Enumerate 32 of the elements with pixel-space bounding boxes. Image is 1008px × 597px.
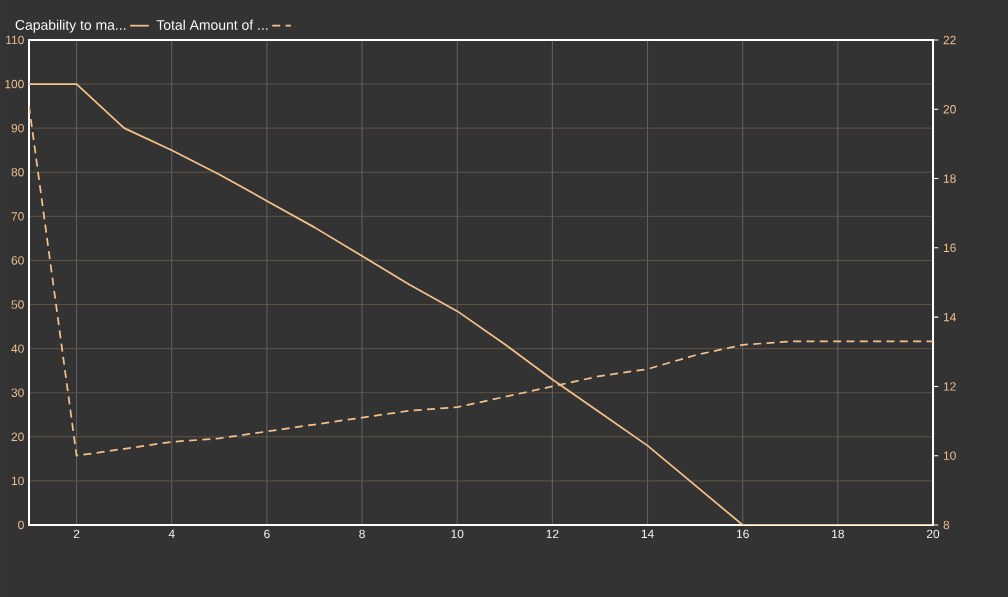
y2-tick-label: 10 xyxy=(943,451,956,460)
y-tick-label: 90 xyxy=(11,123,24,133)
y2-tick-label: 12 xyxy=(943,382,956,391)
x-tick-label: 20 xyxy=(926,529,940,539)
y2-tick-label: 8 xyxy=(943,520,950,530)
y2-tick-label: 22 xyxy=(943,35,956,45)
x-tick-label: 10 xyxy=(451,529,464,539)
y-tick-label: 110 xyxy=(6,35,24,45)
x-tick-label: 4 xyxy=(168,529,175,538)
y-tick-label: 80 xyxy=(11,168,24,177)
x-tick-label: 14 xyxy=(641,529,654,538)
legend-label: Capability to ma... xyxy=(15,19,126,33)
y-tick-label: 60 xyxy=(11,256,24,265)
y-tick-label: 20 xyxy=(11,432,24,442)
y-tick-label: 10 xyxy=(11,476,24,486)
y-tick-label: 40 xyxy=(11,344,24,353)
y2-tick-label: 16 xyxy=(943,243,956,253)
y2-tick-label: 14 xyxy=(943,313,956,322)
x-tick-label: 8 xyxy=(359,529,365,539)
x-tick-label: 2 xyxy=(73,529,80,539)
x-tick-label: 6 xyxy=(264,529,270,539)
x-tick-label: 12 xyxy=(546,529,559,539)
y-tick-label: 30 xyxy=(11,388,24,397)
x-tick-label: 18 xyxy=(832,529,844,539)
legend-label: Total Amount of ... xyxy=(156,19,268,30)
y-tick-label: 100 xyxy=(5,79,24,89)
y-tick-label: 0 xyxy=(18,520,24,530)
y-tick-label: 70 xyxy=(11,212,24,221)
y2-tick-label: 20 xyxy=(943,105,956,114)
y-tick-label: 50 xyxy=(11,300,24,309)
x-tick-label: 16 xyxy=(736,529,749,539)
y2-tick-label: 18 xyxy=(943,174,956,183)
